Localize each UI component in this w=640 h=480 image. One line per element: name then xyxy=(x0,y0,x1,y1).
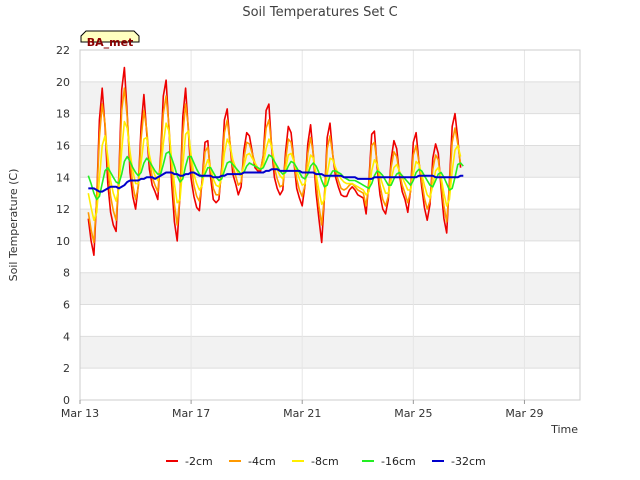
grid-band xyxy=(80,209,580,241)
series-line-minus-16cm xyxy=(87,151,464,201)
y-tick-label: 6 xyxy=(63,299,70,312)
legend-label: -2cm xyxy=(185,455,213,468)
series-line-minus-32cm xyxy=(88,168,464,193)
y-tick-label: 22 xyxy=(56,44,70,57)
legend: -2cm -4cm -8cm -16cm -32cm xyxy=(166,455,486,468)
y-tick-label: 0 xyxy=(63,394,70,407)
y-tick-label: 16 xyxy=(56,139,70,152)
x-tick-label: Mar 25 xyxy=(394,407,432,420)
y-tick-label: 18 xyxy=(56,108,70,121)
grid-band xyxy=(80,81,580,114)
y-axis-ticks: 0 2 4 6 8 10 12 14 16 18 20 22 xyxy=(56,44,70,407)
x-axis-label: Time xyxy=(550,423,578,436)
station-badge: BA_met xyxy=(80,30,140,49)
y-tick-label: 12 xyxy=(56,203,70,216)
y-tick-label: 20 xyxy=(56,76,70,89)
legend-label: -16cm xyxy=(381,455,416,468)
y-tick-label: 8 xyxy=(63,267,70,280)
y-tick-label: 14 xyxy=(56,171,70,184)
station-badge-label: BA_met xyxy=(87,36,134,49)
legend-label: -8cm xyxy=(311,455,339,468)
x-tick-label: Mar 13 xyxy=(61,407,99,420)
y-tick-label: 10 xyxy=(56,235,70,248)
y-tick-label: 2 xyxy=(63,362,70,375)
plot-frame xyxy=(79,49,581,401)
plot-background xyxy=(80,50,580,400)
x-tick-label: Mar 29 xyxy=(505,407,543,420)
x-axis-ticks: Mar 13 Mar 17 Mar 21 Mar 25 Mar 29 xyxy=(61,400,544,420)
y-tick-label: 4 xyxy=(63,330,70,343)
chart-title: Soil Temperatures Set C xyxy=(242,5,397,20)
grid-band xyxy=(80,272,580,305)
x-tick-label: Mar 17 xyxy=(172,407,210,420)
grid-band xyxy=(80,336,580,369)
legend-label: -4cm xyxy=(248,455,276,468)
legend-label: -32cm xyxy=(451,455,486,468)
series-lines xyxy=(87,66,464,256)
y-axis-label: Soil Temperature (C) xyxy=(7,169,20,282)
x-tick-label: Mar 21 xyxy=(283,407,321,420)
